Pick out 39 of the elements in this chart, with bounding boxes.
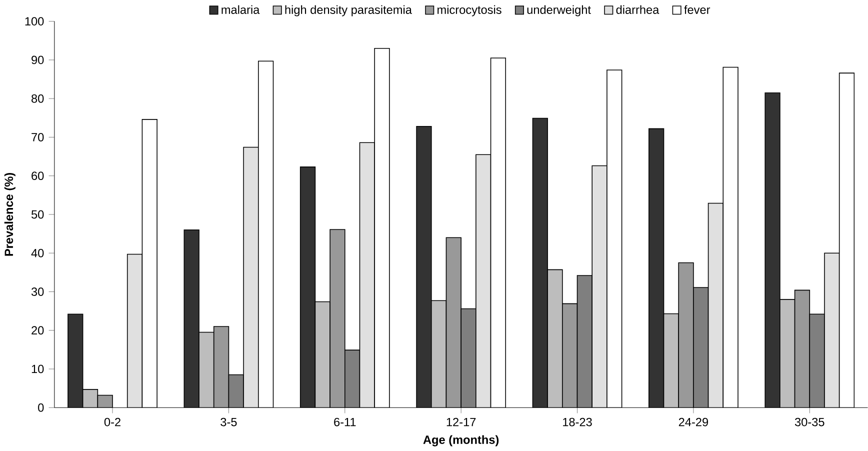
legend-label: malaria (222, 5, 260, 14)
legend-label: high density parasitemia (285, 5, 412, 16)
y-axis-title: Prevalence (%) (4, 173, 16, 256)
y-tick-label: 70 (32, 133, 44, 142)
bar (243, 146, 259, 408)
legend-label: underweight (527, 5, 591, 16)
bar (708, 203, 724, 408)
x-tick-label: 30-35 (794, 418, 824, 426)
y-tick-label: 0 (38, 404, 44, 412)
x-tick-label: 24-29 (678, 418, 708, 426)
bar (330, 229, 346, 408)
y-tick-label: 50 (31, 210, 44, 219)
bar (562, 303, 578, 408)
bar (592, 166, 608, 408)
bar (446, 237, 462, 408)
y-tick-label: 10 (32, 364, 44, 374)
bar (794, 290, 810, 408)
bar (824, 252, 840, 408)
x-tick-label: 18-23 (563, 418, 592, 426)
bar (476, 154, 492, 408)
x-tick-label: 0-2 (104, 418, 120, 426)
bar (359, 142, 375, 408)
bar (213, 326, 230, 408)
legend-label: microcytosis (438, 5, 502, 16)
y-tick-label: 30 (31, 288, 44, 296)
x-tick-label: 12-17 (446, 418, 476, 426)
y-tick-label: 60 (32, 172, 44, 180)
y-tick-label: 90 (32, 56, 44, 64)
x-tick-label: 6-11 (334, 418, 356, 426)
x-tick-label: 3-5 (220, 418, 237, 426)
y-tick-label: 40 (31, 249, 44, 258)
bar (678, 262, 694, 408)
y-tick-label: 100 (25, 17, 44, 26)
legend-label: diarrhea (616, 5, 660, 14)
bar (126, 254, 143, 408)
x-axis-title: Age (months) (423, 435, 499, 446)
legend-label: fever (684, 5, 710, 14)
y-tick-label: 80 (32, 94, 44, 103)
y-tick-label: 20 (32, 326, 44, 335)
